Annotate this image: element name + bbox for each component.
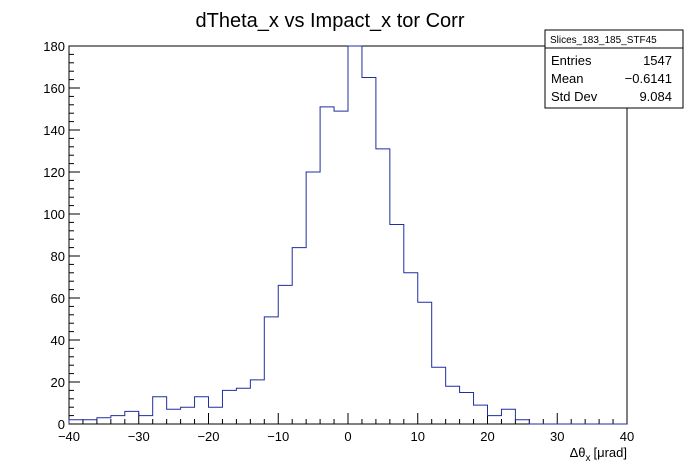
y-tick-label: 160 (43, 81, 65, 96)
y-tick-label: 40 (51, 333, 65, 348)
y-tick-label: 60 (51, 291, 65, 306)
y-tick-label: 180 (43, 39, 65, 54)
stats-stddev-value: 9.084 (639, 89, 672, 104)
histogram-bin (501, 409, 515, 424)
histogram-bin (460, 393, 474, 425)
histogram-bin (404, 273, 418, 424)
histogram-bin (292, 248, 306, 424)
y-tick-label: 80 (51, 249, 65, 264)
histogram-bin (222, 390, 236, 424)
histogram-bin (125, 411, 139, 424)
x-axis-label: Δθx [μrad] (570, 445, 627, 464)
histogram-bin (139, 416, 153, 424)
y-tick-labels: 0 20 40 60 80 100 120 140 160 180 (43, 39, 65, 432)
stats-entries-value: 1547 (643, 53, 672, 68)
histogram-bin (488, 416, 502, 424)
histogram-bin (334, 111, 348, 424)
histogram-outline (68, 45, 627, 425)
histogram-bin (153, 397, 167, 424)
x-tick-labels: −40 −30 −20 −10 0 10 20 30 40 (58, 429, 634, 444)
histogram-bin (515, 420, 529, 424)
histogram-bin (362, 78, 376, 425)
axis-ticks (68, 45, 628, 425)
x-axis-label-unit: [μrad] (593, 445, 627, 460)
x-axis-label-symbol: Δθ (570, 445, 586, 460)
stats-stddev-label: Std Dev (551, 89, 598, 104)
y-tick-label: 120 (43, 165, 65, 180)
histogram-bin (390, 225, 404, 425)
stats-mean-value: −0.6141 (625, 71, 672, 86)
histogram-bin (236, 388, 250, 424)
stats-box-name: Slices_183_185_STF45 (550, 35, 657, 46)
histogram-bin (432, 367, 446, 424)
histogram-bin (418, 302, 432, 424)
x-tick-label: 10 (411, 429, 425, 444)
histogram-bin (181, 407, 195, 424)
x-tick-label: 40 (620, 429, 634, 444)
histogram-bin (446, 386, 460, 424)
histogram-bin (209, 407, 223, 424)
histogram-bin (278, 285, 292, 424)
histogram-bin (83, 420, 97, 424)
y-tick-label: 100 (43, 207, 65, 222)
histogram-bin (474, 405, 488, 424)
histogram-bin (69, 420, 83, 424)
histogram-bin (195, 397, 209, 424)
histogram-bin (97, 418, 111, 424)
histogram-bin (376, 149, 390, 424)
x-tick-label: −20 (197, 429, 219, 444)
x-tick-label: 30 (550, 429, 564, 444)
chart-title: dTheta_x vs Impact_x tor Corr (196, 10, 465, 32)
stats-box: Slices_183_185_STF45 Entries 1547 Mean −… (544, 29, 684, 109)
stats-mean-label: Mean (551, 71, 584, 86)
x-tick-label: −10 (267, 429, 289, 444)
x-axis-label-subscript: x (585, 453, 590, 464)
stats-entries-label: Entries (551, 53, 592, 68)
stats-box-frame (544, 29, 684, 109)
histogram-bin (167, 409, 181, 424)
x-tick-label: 20 (480, 429, 494, 444)
histogram-bin (348, 46, 362, 424)
x-tick-label: −30 (128, 429, 150, 444)
histogram-bin (320, 107, 334, 424)
y-tick-label: 20 (51, 375, 65, 390)
histogram-bin (111, 416, 125, 424)
histogram-bin (264, 317, 278, 424)
histogram-bins (68, 45, 627, 425)
y-tick-label: 0 (58, 417, 65, 432)
x-tick-label: 0 (344, 429, 351, 444)
histogram-bin (250, 380, 264, 424)
y-tick-label: 140 (43, 123, 65, 138)
histogram-bin (306, 172, 320, 424)
x-tick-label: −40 (58, 429, 80, 444)
